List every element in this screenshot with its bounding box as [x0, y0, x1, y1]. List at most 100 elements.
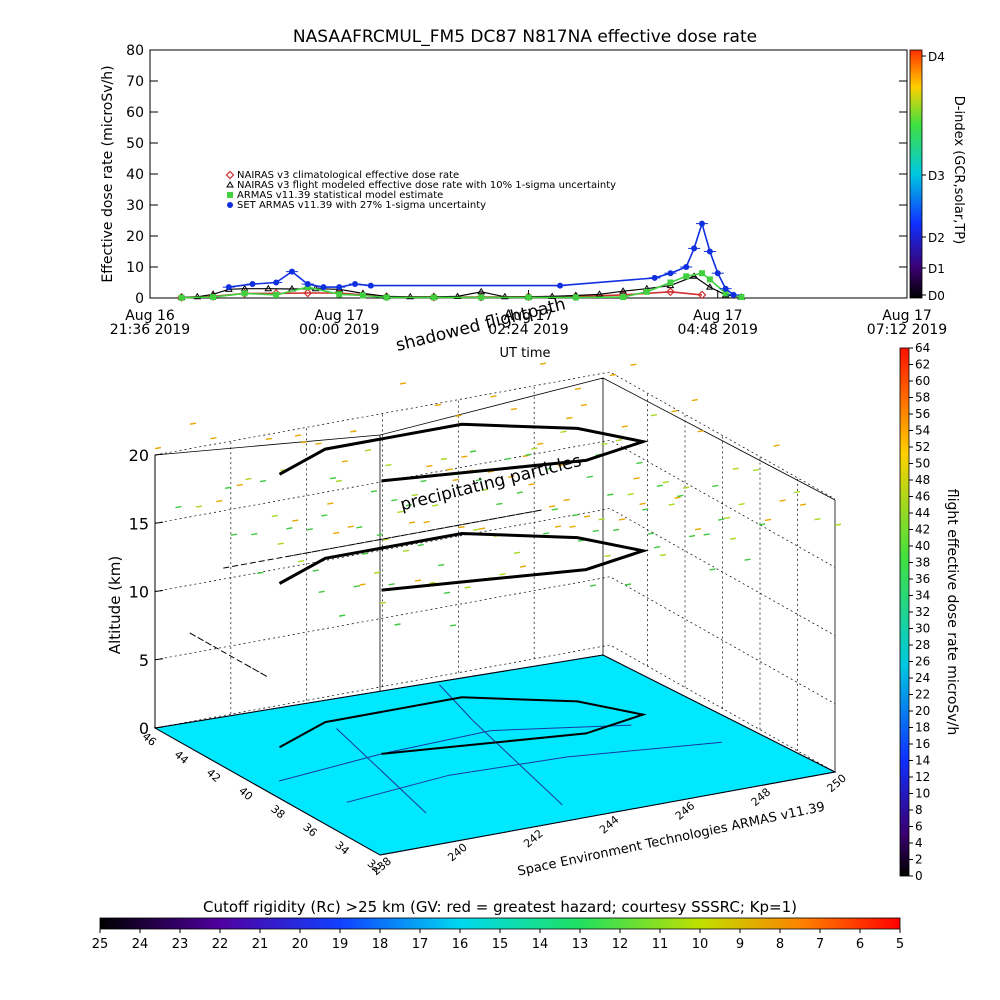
particle-mark [373, 571, 381, 574]
y-tick-label: 20 [126, 229, 144, 245]
latitude-tick-label: 42 [204, 766, 223, 785]
particle-mark [405, 504, 413, 507]
particle-mark [397, 510, 404, 514]
dindex-colorbar: D0 D1 D2 D3 D4 D-index (GCR,solar,TP) [909, 49, 966, 303]
series-point [304, 284, 311, 291]
series-point [666, 287, 675, 297]
particle-mark [723, 516, 731, 520]
projected-track-back-wall [223, 509, 542, 569]
particle-mark [662, 480, 669, 484]
x-tick-label-time: 02:24 2019 [488, 322, 568, 338]
particle-mark [656, 484, 663, 487]
particle-mark [525, 453, 532, 456]
series-point [557, 282, 564, 289]
chart-title: NASAAFRCMUL_FM5 DC87 N817NA effective do… [293, 27, 757, 47]
particle-mark [764, 518, 772, 522]
dose-tick-label: 42 [915, 523, 930, 537]
cutoff-tick-label: 15 [492, 937, 509, 952]
particle-mark [420, 479, 427, 483]
particle-mark [569, 525, 576, 528]
series-point [453, 292, 462, 299]
particle-mark [586, 475, 593, 478]
dindex-ticks: D0 D1 D2 D3 D4 [922, 50, 945, 303]
series-point [303, 288, 313, 298]
dose-tick-label: 18 [915, 721, 930, 735]
altitude-tick-label: 5 [139, 651, 149, 670]
particle-mark [630, 363, 637, 366]
dose-tick-label: 24 [915, 671, 930, 685]
timeseries-y-label: Effective dose rate (microSv/h) [100, 65, 116, 282]
particle-mark [312, 569, 319, 572]
series-point [525, 294, 532, 301]
particle-mark [408, 521, 416, 524]
cutoff-tick-label: 13 [572, 937, 589, 952]
dose-colorbar: 0246810121416182022242628303234363840424… [899, 341, 960, 883]
altitude-tick-mark [154, 590, 164, 592]
particle-mark [370, 490, 378, 493]
dose-tick-label: 10 [915, 787, 930, 801]
legend-marker [226, 181, 234, 188]
particle-mark [674, 496, 681, 499]
particle-mark [691, 398, 698, 402]
series-point [320, 284, 327, 291]
floor-frame [153, 654, 837, 856]
particle-mark [294, 434, 302, 437]
dose-tick-label: 48 [915, 473, 930, 487]
particle-mark [382, 538, 389, 541]
timeseries-series-layer [177, 220, 746, 302]
x-tick-label-date: Aug 16 [125, 308, 175, 324]
particle-mark [385, 463, 392, 467]
altitude-tick-mark [154, 726, 164, 729]
dose-colorbar-gradient [899, 347, 910, 877]
particle-mark [718, 518, 725, 521]
particle-mark [443, 591, 451, 595]
particle-mark [539, 362, 547, 365]
particle-mark [639, 502, 646, 505]
particle-mark [554, 525, 562, 528]
dindex-colorbar-gradient [909, 49, 923, 299]
particle-mark [516, 491, 523, 494]
shadowed-flightpath [278, 422, 649, 483]
particle-mark [758, 523, 766, 526]
particle-mark [753, 468, 760, 472]
particle-mark [545, 467, 553, 471]
particle-mark [236, 483, 243, 487]
series-point [225, 284, 232, 291]
particle-mark [251, 532, 258, 536]
particle-mark [292, 519, 299, 522]
altitude-tick-label: 20 [129, 446, 149, 465]
x-tick-label-time: 04:48 2019 [678, 322, 758, 338]
particle-mark [592, 529, 599, 533]
cutoff-tick-label: 23 [172, 937, 189, 952]
cutoff-tick-label: 11 [652, 937, 669, 952]
series-point [288, 268, 295, 275]
longitude-tick-label: 250 [825, 772, 849, 795]
flight-track-ground [279, 696, 647, 755]
dose-tick-label: 38 [915, 556, 930, 570]
y-tick-label: 10 [126, 260, 144, 276]
particle-mark [744, 558, 751, 561]
particle-mark [508, 475, 515, 478]
series-point [249, 281, 256, 288]
particle-mark [793, 490, 801, 494]
particle-mark [461, 455, 468, 458]
particle-mark [432, 504, 439, 507]
dose-tick-label: 0 [915, 869, 923, 883]
longitude-tick-label: 248 [749, 785, 773, 808]
projected-track-left-wall [188, 631, 268, 678]
particle-mark [224, 486, 232, 489]
particle-mark [583, 515, 591, 518]
series-point [273, 279, 280, 286]
cutoff-tick-label: 17 [412, 937, 429, 952]
particle-mark [321, 514, 328, 517]
particle-mark [490, 395, 497, 398]
dose-tick-label: 20 [915, 704, 930, 718]
dose-colorbar-ticks: 0246810121416182022242628303234363840424… [909, 341, 930, 883]
particle-mark [598, 518, 605, 521]
cutoff-tick-label: 6 [856, 937, 864, 952]
series-point [651, 274, 658, 281]
particle-mark [732, 467, 739, 470]
particle-mark [537, 442, 544, 445]
particle-mark [298, 560, 305, 563]
particle-mark [426, 464, 433, 468]
